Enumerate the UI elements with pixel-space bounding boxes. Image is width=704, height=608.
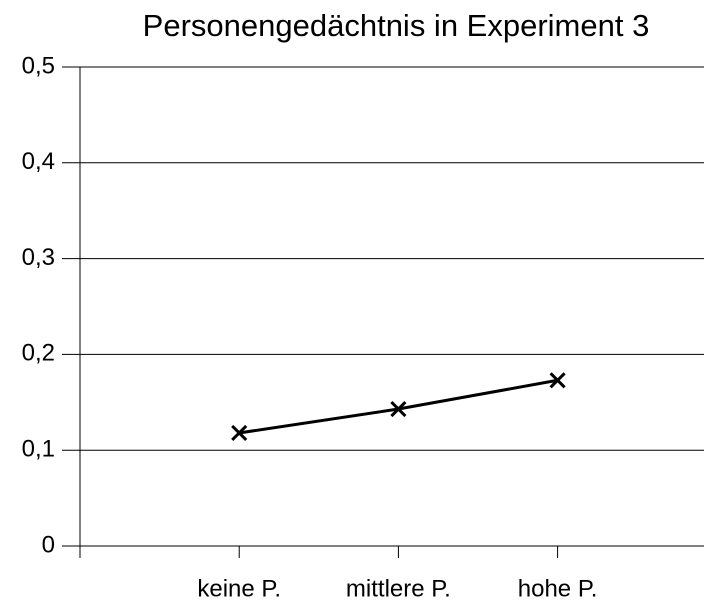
x-tick-label: mittlere P. bbox=[346, 575, 451, 602]
x-tick-label: hohe P. bbox=[518, 575, 598, 602]
line bbox=[238, 378, 558, 435]
chart-title: Personengedächtnis in Experiment 3 bbox=[143, 8, 650, 43]
y-tick-label: 0,4 bbox=[22, 148, 55, 175]
y-tick-label: 0,3 bbox=[22, 244, 55, 271]
marker bbox=[390, 400, 407, 418]
y-tick-label: 0,2 bbox=[22, 340, 55, 367]
marker bbox=[231, 424, 248, 442]
y-tick-label: 0,5 bbox=[22, 52, 55, 79]
y-tick-label: 0,1 bbox=[22, 436, 55, 463]
marker bbox=[549, 372, 566, 389]
x-tick-label: keine P. bbox=[197, 575, 281, 602]
y-tick-label: 0 bbox=[42, 531, 55, 558]
